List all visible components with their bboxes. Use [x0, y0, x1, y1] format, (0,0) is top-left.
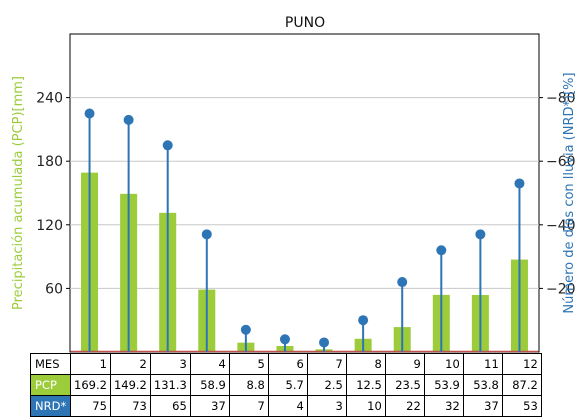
- nrd-cell-10: 32: [423, 395, 464, 417]
- left-tick-label-0: 60: [45, 281, 63, 297]
- mes-cell-2: 2: [109, 353, 151, 375]
- pcp-cell-1: 169.2: [70, 374, 111, 396]
- pcp-cell-10: 53.9: [423, 374, 464, 396]
- pcp-cell-4: 58.9: [189, 374, 230, 396]
- pcp-cell-5: 8.8: [228, 374, 269, 396]
- pcp-cell-8: 12.5: [345, 374, 386, 396]
- mes-cell-4: 4: [189, 353, 230, 375]
- nrd-point-12: [514, 178, 525, 189]
- table-row-mes: MES 1 2 3 4 5 6 7 8 9 10 11 12: [30, 353, 542, 375]
- pcp-cell-9: 23.5: [384, 374, 425, 396]
- pcp-cell-3: 131.3: [149, 374, 191, 396]
- nrd-cell-1: 75: [70, 395, 111, 417]
- pcp-header: PCP: [30, 374, 71, 396]
- plot-frame: [69, 33, 540, 353]
- nrd-point-11: [475, 229, 486, 240]
- left-tick-label-1: 120: [36, 218, 63, 234]
- mes-cell-12: 12: [501, 353, 542, 375]
- nrd-point-1: [84, 108, 95, 119]
- nrd-point-6: [279, 334, 290, 345]
- pcp-cell-6: 5.7: [267, 374, 308, 396]
- nrd-point-2: [123, 114, 134, 125]
- chart-title: PUNO: [285, 15, 325, 31]
- right-tick-label-3: −80: [546, 91, 576, 107]
- nrd-cell-5: 7: [228, 395, 269, 417]
- mes-cell-11: 11: [462, 353, 503, 375]
- nrd-cell-12: 53: [501, 395, 542, 417]
- nrd-point-3: [162, 140, 173, 151]
- nrd-point-10: [436, 245, 447, 256]
- grid-lines: [70, 97, 539, 289]
- nrd-point-9: [397, 277, 408, 288]
- nrd-point-8: [358, 315, 369, 326]
- nrd-lollipops: [84, 108, 525, 352]
- nrd-point-7: [319, 337, 330, 348]
- right-axis-label: Número de días con lluvia (NRD*)[%]: [562, 72, 577, 313]
- right-tick-label-2: −60: [546, 154, 576, 170]
- nrd-cell-9: 22: [384, 395, 425, 417]
- data-table: MES 1 2 3 4 5 6 7 8 9 10 11 12 PCP 169.2 149.2 131.3 5…: [30, 353, 542, 417]
- chart-area: PUNO 60 120 180 240 −20 −40 −60 −80 Precipitac…: [11, 15, 577, 353]
- nrd-header: NRD*: [30, 395, 71, 417]
- nrd-cell-4: 37: [189, 395, 230, 417]
- table-row-nrd: NRD* 75 73 65 37 7 4 3 10 22 32 37 53: [30, 395, 542, 417]
- left-tick-label-3: 240: [36, 91, 63, 107]
- right-tick-label-1: −40: [546, 218, 576, 234]
- left-axis-label: Precipitación acumulada (PCP)[mm]: [11, 76, 26, 310]
- nrd-cell-8: 10: [345, 395, 386, 417]
- right-axis-ticks: −20 −40 −60 −80: [539, 91, 576, 297]
- mes-cell-5: 5: [228, 353, 269, 375]
- left-tick-label-2: 180: [36, 154, 63, 170]
- nrd-cell-6: 4: [267, 395, 308, 417]
- nrd-cell-2: 73: [109, 395, 151, 417]
- right-tick-label-0: −20: [546, 281, 576, 297]
- mes-cell-7: 7: [306, 353, 347, 375]
- nrd-cell-11: 37: [462, 395, 503, 417]
- pcp-bars: [71, 172, 538, 353]
- pcp-cell-7: 2.5: [306, 374, 347, 396]
- pcp-cell-2: 149.2: [109, 374, 151, 396]
- mes-cell-6: 6: [267, 353, 308, 375]
- left-axis-ticks: 60 120 180 240: [36, 91, 70, 297]
- mes-cell-3: 3: [149, 353, 191, 375]
- mes-header: MES: [30, 353, 71, 375]
- nrd-point-5: [240, 324, 251, 335]
- pcp-cell-11: 53.8: [462, 374, 503, 396]
- mes-cell-8: 8: [345, 353, 386, 375]
- table-row-pcp: PCP 169.2 149.2 131.3 58.9 8.8 5.7 2.5 12.5 23.5…: [30, 374, 542, 396]
- nrd-point-4: [201, 229, 212, 240]
- mes-cell-10: 10: [423, 353, 464, 375]
- mes-cell-9: 9: [384, 353, 425, 375]
- nrd-cell-3: 65: [149, 395, 191, 417]
- nrd-cell-7: 3: [306, 395, 347, 417]
- mes-cell-1: 1: [70, 353, 111, 375]
- pcp-cell-12: 87.2: [501, 374, 542, 396]
